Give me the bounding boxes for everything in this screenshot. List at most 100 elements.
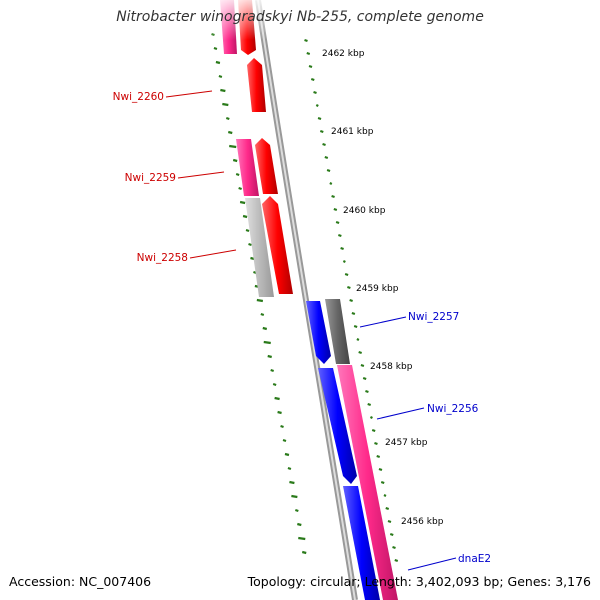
leader-line-nwi-2256 xyxy=(376,407,425,420)
tick-label-2461: 2461 kbp xyxy=(331,127,374,137)
gc-left-dash xyxy=(287,466,292,471)
gc-right-dash xyxy=(308,64,313,69)
gc-left-dash xyxy=(235,172,240,177)
leader-line-nwi-2259 xyxy=(177,171,225,179)
gc-right-dash xyxy=(392,545,396,550)
tick-label-2457: 2457 kbp xyxy=(385,438,428,448)
tick-label-2460: 2460 kbp xyxy=(343,206,386,216)
gc-left-dash xyxy=(256,298,264,303)
gc-right-dash xyxy=(324,155,329,160)
gc-left-dash xyxy=(229,144,237,149)
gene-feature-dark-2257[interactable] xyxy=(325,299,350,364)
gene-label-nwi-2259[interactable]: Nwi_2259 xyxy=(125,172,176,184)
gc-left-dash xyxy=(227,130,233,135)
leader-line-nwi-2258 xyxy=(189,249,237,259)
gc-right-dash xyxy=(349,298,353,303)
gc-right-dash xyxy=(394,558,399,563)
gc-right-dash xyxy=(344,272,349,277)
gc-right-dash xyxy=(304,38,308,43)
gc-left-dash xyxy=(289,480,295,485)
gene-feature-nwi-2256[interactable] xyxy=(318,368,357,484)
gene-label-nwi-2260[interactable]: Nwi_2260 xyxy=(113,91,164,103)
leader-line-dnae2 xyxy=(407,557,457,571)
gc-left-dash xyxy=(242,214,248,219)
gc-left-dash xyxy=(294,508,299,513)
gc-right-dash xyxy=(306,51,311,56)
gc-right-dash xyxy=(385,506,390,511)
tick-label-2458: 2458 kbp xyxy=(370,362,413,372)
genome-backbone-highlight xyxy=(257,0,356,600)
gc-right-dash xyxy=(338,233,342,238)
gc-right-dash xyxy=(369,416,373,419)
gc-right-dash xyxy=(365,389,369,394)
gc-right-dash xyxy=(331,194,335,199)
gc-right-dash xyxy=(315,104,319,107)
gene-feature-nwi-2259[interactable] xyxy=(255,138,278,194)
gc-left-dash xyxy=(262,326,268,331)
gc-left-dash xyxy=(298,536,306,541)
gene-feature-dnae2[interactable] xyxy=(343,486,380,600)
gene-label-nwi-2258[interactable]: Nwi_2258 xyxy=(137,252,188,264)
gc-left-dash xyxy=(238,186,242,191)
gc-left-dash xyxy=(213,46,218,51)
gc-right-dash xyxy=(358,350,363,355)
gc-right-dash xyxy=(335,220,340,225)
gc-left-dash xyxy=(284,452,290,457)
forward-features xyxy=(210,0,293,297)
gc-right-dash xyxy=(380,480,385,485)
leader-line-nwi-2257 xyxy=(359,316,407,328)
tick-label-2462: 2462 kbp xyxy=(322,49,365,59)
gene-feature-nwi-2260[interactable] xyxy=(247,58,266,112)
accession-text: Accession: NC_007406 xyxy=(9,574,152,589)
gc-left-dash xyxy=(263,340,271,345)
gc-left-dash xyxy=(291,494,298,499)
gc-right-dash xyxy=(360,363,365,368)
gc-right-dash xyxy=(351,311,356,316)
tick-label-2459: 2459 kbp xyxy=(356,284,399,294)
gc-left-dash xyxy=(239,200,246,205)
gc-right-dash xyxy=(313,90,317,95)
gc-right-dash xyxy=(342,260,346,263)
gc-left-dash xyxy=(248,242,252,247)
gc-right-dash xyxy=(317,116,322,121)
gene-feature-pink-2256[interactable] xyxy=(337,365,398,600)
fade-overlay xyxy=(210,0,270,40)
gc-right-dash xyxy=(389,532,394,537)
gc-left-dash xyxy=(220,88,226,93)
gc-right-dash xyxy=(387,519,392,524)
gene-feature-nwi-2258[interactable] xyxy=(262,196,293,294)
gc-right-dash xyxy=(347,285,351,290)
gc-right-dash xyxy=(374,441,378,446)
gc-right-dash xyxy=(329,182,333,185)
gc-right-dash xyxy=(383,494,387,497)
kbp-scale: 2462 kbp 2461 kbp 2460 kbp 2459 kbp 2458… xyxy=(322,49,444,527)
gc-right-dash xyxy=(322,142,326,147)
gc-left-dash xyxy=(280,424,284,429)
gc-left-dash xyxy=(232,158,238,163)
gc-track-left xyxy=(211,32,307,555)
gc-left-dash xyxy=(218,74,223,79)
gc-left-dash xyxy=(260,312,265,317)
gene-label-nwi-2257[interactable]: Nwi_2257 xyxy=(408,311,459,323)
gene-feature-pink-2259[interactable] xyxy=(236,139,259,196)
gc-right-dash xyxy=(362,376,367,381)
gc-right-dash xyxy=(326,168,331,173)
gc-left-dash xyxy=(245,228,250,233)
gene-feature-nwi-2257[interactable] xyxy=(306,301,331,364)
gc-right-dash xyxy=(353,324,358,329)
gc-left-dash xyxy=(225,116,230,121)
gc-left-dash xyxy=(270,368,275,373)
gc-left-dash xyxy=(301,550,307,555)
gc-right-dash xyxy=(333,207,338,212)
gene-feature-nwi-2258-pseudo[interactable] xyxy=(245,198,274,297)
gc-left-dash xyxy=(274,396,280,401)
gc-right-dash xyxy=(340,246,344,251)
gc-left-dash xyxy=(277,410,282,415)
gc-right-dash xyxy=(356,338,360,341)
tick-label-2456: 2456 kbp xyxy=(401,517,444,527)
gene-label-nwi-2256[interactable]: Nwi_2256 xyxy=(427,403,479,415)
gc-right-dash xyxy=(371,428,376,433)
gc-track-right xyxy=(304,38,399,563)
gene-label-dnae2[interactable]: dnaE2 xyxy=(458,553,491,565)
map-title: Nitrobacter winogradskyi Nb-255, complet… xyxy=(116,9,484,25)
